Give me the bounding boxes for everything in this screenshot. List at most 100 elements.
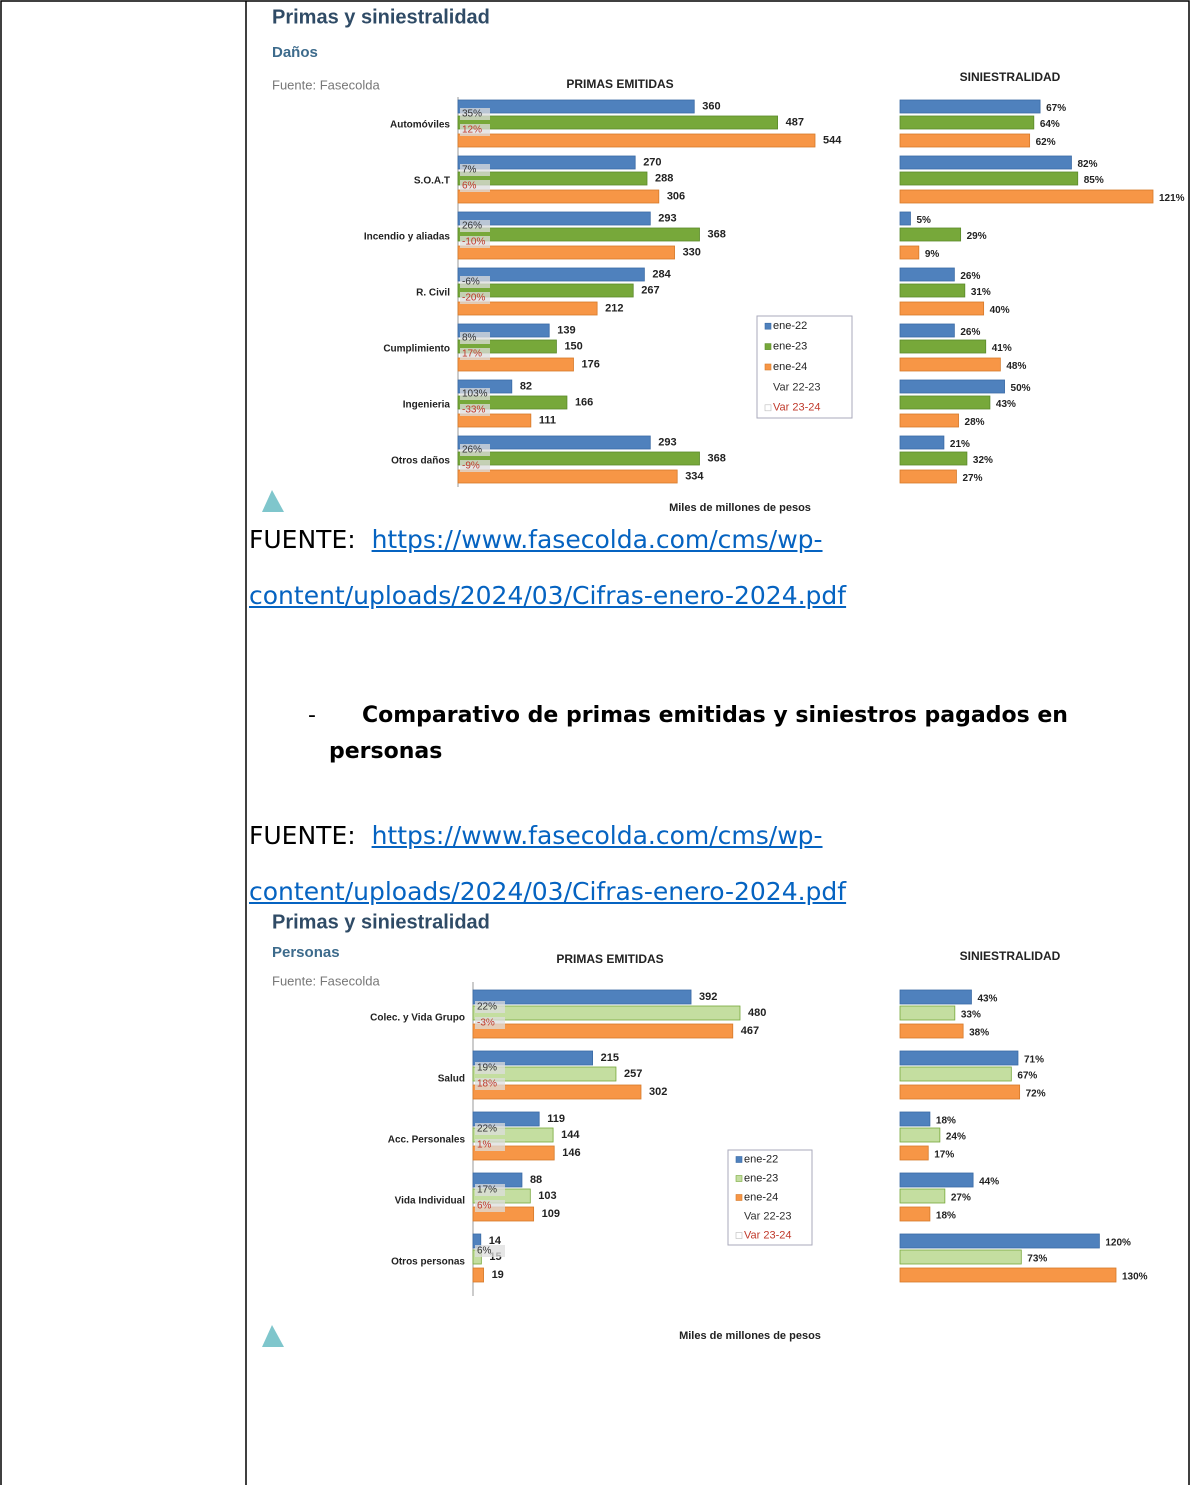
loss-ratio-label: 50% — [1011, 383, 1031, 394]
loss-ratio-label: 17% — [934, 1150, 954, 1161]
change-label-bg — [460, 220, 490, 232]
change-label-bg — [475, 1001, 505, 1013]
panel-title: PRIMAS EMITIDAS — [566, 77, 673, 91]
legend-label: ene-22 — [744, 1153, 778, 1165]
change-label-bg — [475, 1184, 505, 1196]
loss-ratio-bar — [899, 99, 1041, 114]
bar-value-label: 212 — [605, 302, 623, 314]
loss-ratio-bar — [899, 1005, 956, 1021]
loss-ratio-label: 43% — [996, 399, 1016, 410]
loss-ratio-bar — [899, 1249, 1022, 1265]
bar — [457, 267, 645, 282]
bar — [472, 1066, 617, 1082]
bar-value-label: 288 — [655, 172, 673, 184]
category-label: Ingenieria — [403, 400, 451, 411]
bar-value-label: 166 — [575, 396, 593, 408]
change-label: 1% — [477, 1140, 492, 1151]
loss-ratio-bar — [899, 323, 955, 338]
category-label: Colec. y Vida Grupo — [370, 1013, 465, 1024]
bar — [472, 989, 692, 1005]
loss-ratio-label: 18% — [936, 1211, 956, 1222]
loss-ratio-label: 21% — [950, 439, 970, 450]
bar — [472, 1005, 741, 1021]
change-label-bg — [460, 124, 490, 136]
loss-ratio-bar — [899, 133, 1031, 148]
change-label: 18% — [477, 1079, 497, 1090]
bar-value-label: 82 — [520, 380, 532, 392]
change-label: 35% — [462, 109, 482, 120]
source-link[interactable]: https://www.fasecolda.com/cms/wp-content… — [249, 525, 847, 610]
change-label: 17% — [477, 1185, 497, 1196]
bar-value-label: 293 — [658, 212, 676, 224]
change-label-bg — [460, 444, 490, 456]
loss-ratio-bar — [899, 989, 972, 1005]
loss-ratio-label: 29% — [967, 231, 987, 242]
change-label: 6% — [462, 181, 477, 192]
bar — [457, 227, 700, 242]
bar — [457, 357, 574, 372]
change-label-bg — [460, 236, 490, 248]
loss-ratio-bar — [899, 1023, 964, 1039]
loss-ratio-label: 27% — [951, 1193, 971, 1204]
change-label-bg — [460, 292, 490, 304]
bar — [457, 155, 636, 170]
bar — [457, 211, 651, 226]
loss-ratio-label: 43% — [977, 994, 997, 1005]
loss-ratio-bar — [899, 171, 1079, 186]
change-label: 19% — [477, 1063, 497, 1074]
category-label: Salud — [438, 1074, 465, 1085]
legend-box — [756, 315, 853, 419]
change-label: 6% — [477, 1201, 492, 1212]
loss-ratio-bar — [899, 1172, 974, 1188]
bar-value-label: 109 — [542, 1208, 560, 1220]
loss-ratio-bar — [899, 1084, 1021, 1100]
legend-swatch — [764, 322, 772, 330]
loss-ratio-bar — [899, 1188, 946, 1204]
x-axis-label: Miles de millones de pesos — [679, 1330, 821, 1342]
bar — [457, 435, 651, 450]
legend-swatch — [764, 343, 772, 350]
chart-title: Primas y siniestralidad — [272, 6, 490, 28]
loss-ratio-bar — [899, 1267, 1117, 1283]
change-label-bg — [475, 1200, 505, 1212]
loss-ratio-label: 82% — [1077, 159, 1097, 170]
loss-ratio-bar — [899, 435, 945, 450]
chart-title: Primas y siniestralidad — [272, 911, 490, 933]
loss-ratio-bar — [899, 1127, 941, 1143]
source-label: FUENTE: — [249, 821, 356, 850]
bar — [457, 99, 695, 114]
source-line: FUENTE: https://www.fasecolda.com/cms/wp… — [249, 808, 989, 920]
bar-value-label: 88 — [530, 1174, 542, 1186]
source-link[interactable]: https://www.fasecolda.com/cms/wp-content… — [249, 821, 847, 906]
loss-ratio-label: 67% — [1017, 1071, 1037, 1082]
bar-value-label: 19 — [492, 1269, 504, 1281]
change-label-bg — [460, 180, 490, 192]
loss-ratio-label: 40% — [990, 305, 1010, 316]
category-label: Cumplimiento — [383, 344, 450, 355]
loss-ratio-label: 72% — [1026, 1089, 1046, 1100]
category-label: R. Civil — [416, 288, 450, 299]
change-label-bg — [460, 348, 490, 360]
loss-ratio-label: 120% — [1105, 1238, 1131, 1249]
legend-swatch — [764, 363, 772, 371]
bar — [457, 283, 634, 298]
change-label: -6% — [462, 277, 480, 288]
loss-ratio-label: 32% — [973, 455, 993, 466]
loss-ratio-bar — [899, 155, 1072, 170]
change-label: 8% — [462, 333, 477, 344]
bar — [457, 133, 816, 148]
change-label-bg — [460, 332, 490, 344]
loss-ratio-label: 38% — [969, 1028, 989, 1039]
bar-value-label: 146 — [562, 1147, 580, 1159]
logo — [262, 490, 284, 512]
legend-swatch — [735, 1175, 743, 1182]
chart-subtitle: Daños — [272, 44, 318, 61]
bar — [472, 1267, 484, 1283]
loss-ratio-bar — [899, 189, 1154, 204]
loss-ratio-bar — [899, 267, 955, 282]
bar-value-label: 293 — [658, 436, 676, 448]
bar-value-label: 368 — [708, 228, 726, 240]
change-label-bg — [460, 460, 490, 472]
bar-value-label: 334 — [685, 470, 704, 482]
